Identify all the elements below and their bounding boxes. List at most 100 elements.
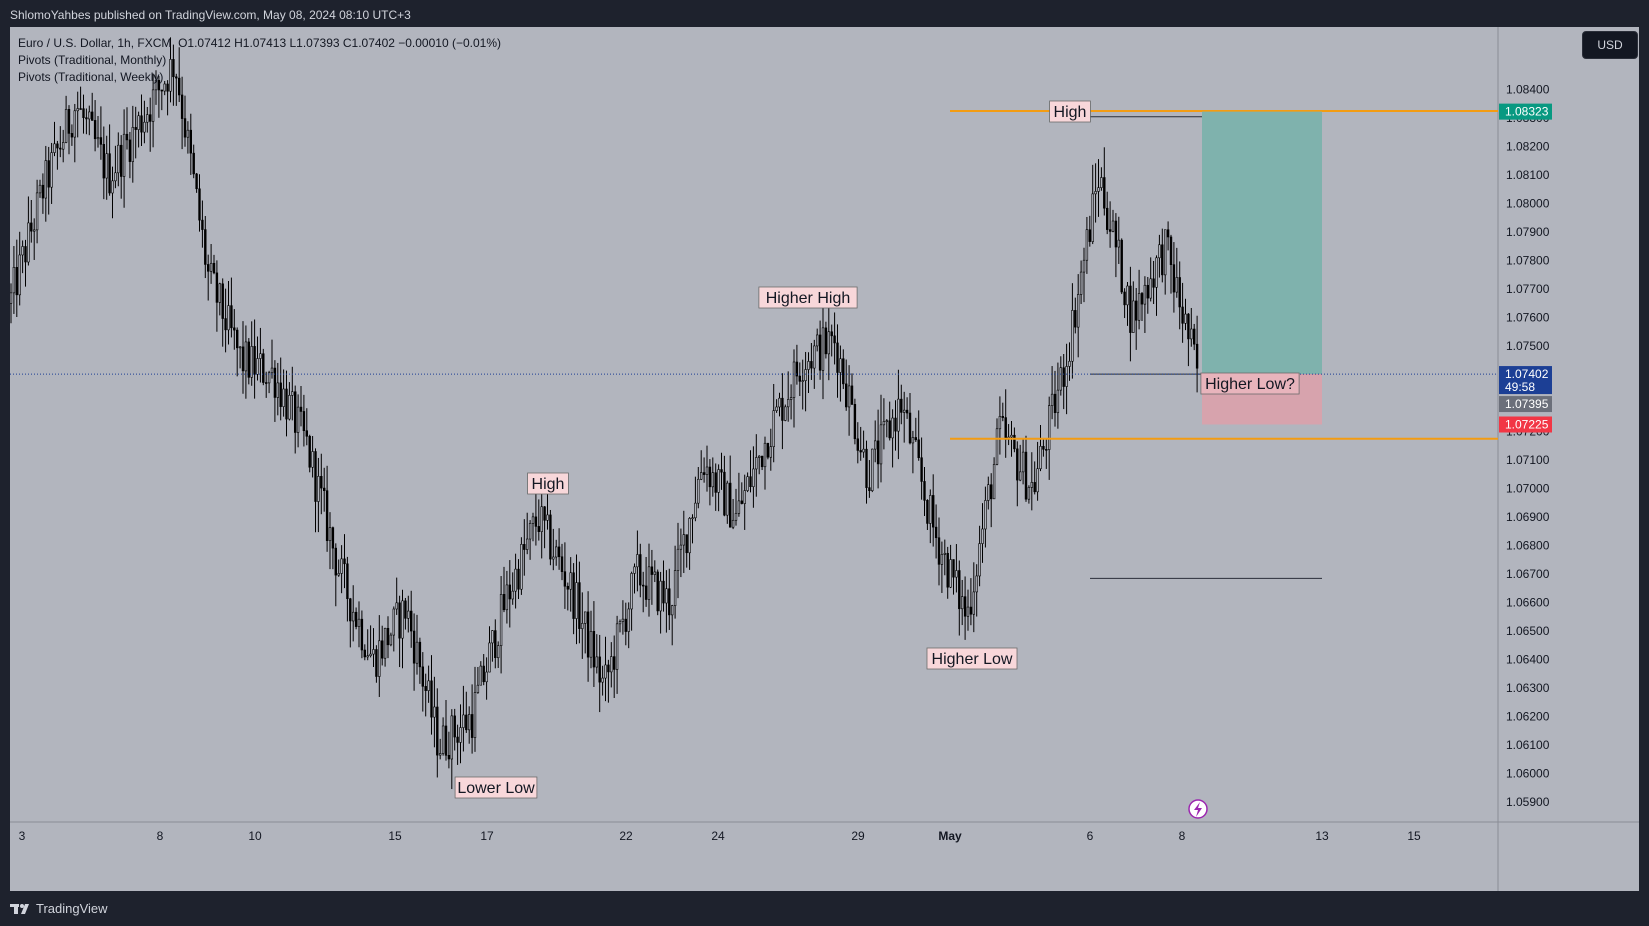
candle-body <box>343 558 346 565</box>
candle-body <box>401 600 404 639</box>
candle-body <box>644 585 648 600</box>
candle-body <box>763 442 767 468</box>
annotation-label[interactable]: Higher High <box>766 290 850 307</box>
candle-body <box>195 173 198 190</box>
candle-body <box>998 416 1002 430</box>
candle-body <box>679 544 683 550</box>
candle-body <box>827 331 831 355</box>
bid-price-tag <box>1499 396 1552 413</box>
candle-body <box>470 714 474 738</box>
candle-body <box>424 686 427 691</box>
candle-body <box>433 706 436 718</box>
candle-body <box>1068 360 1071 367</box>
candle-body <box>581 623 584 629</box>
candle-body <box>351 611 355 622</box>
candle-body <box>636 554 639 568</box>
candle-body <box>221 283 224 319</box>
annotation-label[interactable]: High <box>532 476 565 493</box>
candle-body <box>180 94 184 119</box>
annotation-box[interactable] <box>527 472 569 495</box>
candle-body <box>1178 277 1181 308</box>
candle-body <box>691 517 694 520</box>
candle-body <box>279 382 282 407</box>
annotation-box[interactable] <box>1200 372 1300 395</box>
candle-body <box>873 440 877 450</box>
candle-body <box>566 585 570 590</box>
candle-body <box>154 80 158 91</box>
candle-body <box>589 631 593 658</box>
candle-body <box>140 115 143 133</box>
candle-body <box>108 153 111 194</box>
candle-body <box>615 623 619 670</box>
annotation-label[interactable]: Lower Low <box>457 780 535 797</box>
candle-body <box>624 618 628 632</box>
annotation-box[interactable] <box>1049 100 1091 123</box>
candle-body <box>35 192 39 231</box>
candle-body <box>914 437 918 441</box>
last-price-tag <box>1499 366 1552 395</box>
candle-body <box>746 476 749 491</box>
candle-body <box>1152 278 1155 288</box>
candle-body <box>630 573 633 610</box>
annotation-label[interactable]: High <box>1054 104 1087 121</box>
y-tick-label: 1.06000 <box>1506 767 1550 781</box>
candle-body <box>1164 229 1167 276</box>
candle-body <box>934 526 938 539</box>
annotation-box[interactable] <box>926 647 1018 670</box>
tradingview-logo[interactable]: TradingView <box>10 901 108 916</box>
candle-body <box>583 611 587 624</box>
candle-body <box>557 546 561 558</box>
candle-body <box>302 411 306 432</box>
candle-body <box>317 476 320 502</box>
candle-body <box>482 665 485 683</box>
candle-body <box>1097 187 1100 192</box>
candle-body <box>949 559 952 588</box>
candle-body <box>868 487 871 491</box>
candle-body <box>143 121 146 133</box>
annotation-box[interactable] <box>758 286 858 309</box>
candle-body <box>189 129 192 154</box>
candle-body <box>784 406 787 421</box>
candle-body <box>485 671 488 683</box>
candle-body <box>981 528 984 544</box>
candle-body <box>688 518 691 554</box>
candle-body <box>1065 366 1068 387</box>
candle-body <box>1024 451 1028 500</box>
annotation-label[interactable]: Higher Low <box>932 651 1013 668</box>
candle-body <box>1187 313 1190 340</box>
candle-body <box>1094 191 1097 195</box>
candle-body <box>540 506 543 532</box>
candle-body <box>1193 328 1196 345</box>
candle-body <box>320 476 323 489</box>
candle-body <box>462 714 465 728</box>
candle-body <box>917 439 920 459</box>
candle-body <box>438 753 442 756</box>
annotation-box[interactable] <box>454 776 538 799</box>
candle-body <box>772 410 775 447</box>
candle-body <box>325 490 329 541</box>
candle-body <box>285 388 288 420</box>
candle-body <box>499 594 503 646</box>
candle-body <box>992 464 996 500</box>
candle-body <box>293 391 297 433</box>
target-zone[interactable] <box>1202 111 1322 375</box>
candle-body <box>844 383 848 408</box>
brand-label: TradingView <box>36 901 108 916</box>
annotation-label[interactable]: Higher Low? <box>1205 376 1295 393</box>
candle-body <box>1161 244 1164 276</box>
candle-body <box>612 656 616 670</box>
candle-body <box>27 222 30 263</box>
candle-body <box>1172 264 1176 293</box>
last-price-tag-label: 1.07402 <box>1505 367 1549 381</box>
price-chart[interactable]: 1.084001.083001.082001.081001.080001.079… <box>10 27 1639 891</box>
candle-body <box>30 222 33 232</box>
candle-body <box>926 500 929 524</box>
candle-body <box>117 144 120 174</box>
chart-area[interactable]: 1.084001.083001.082001.081001.080001.079… <box>10 27 1639 891</box>
candle-body <box>91 111 94 121</box>
currency-button[interactable]: USD <box>1582 31 1638 59</box>
candle-body <box>44 160 48 199</box>
x-tick-label: 29 <box>851 829 865 843</box>
candle-body <box>569 572 572 590</box>
candle-body <box>1108 229 1112 232</box>
